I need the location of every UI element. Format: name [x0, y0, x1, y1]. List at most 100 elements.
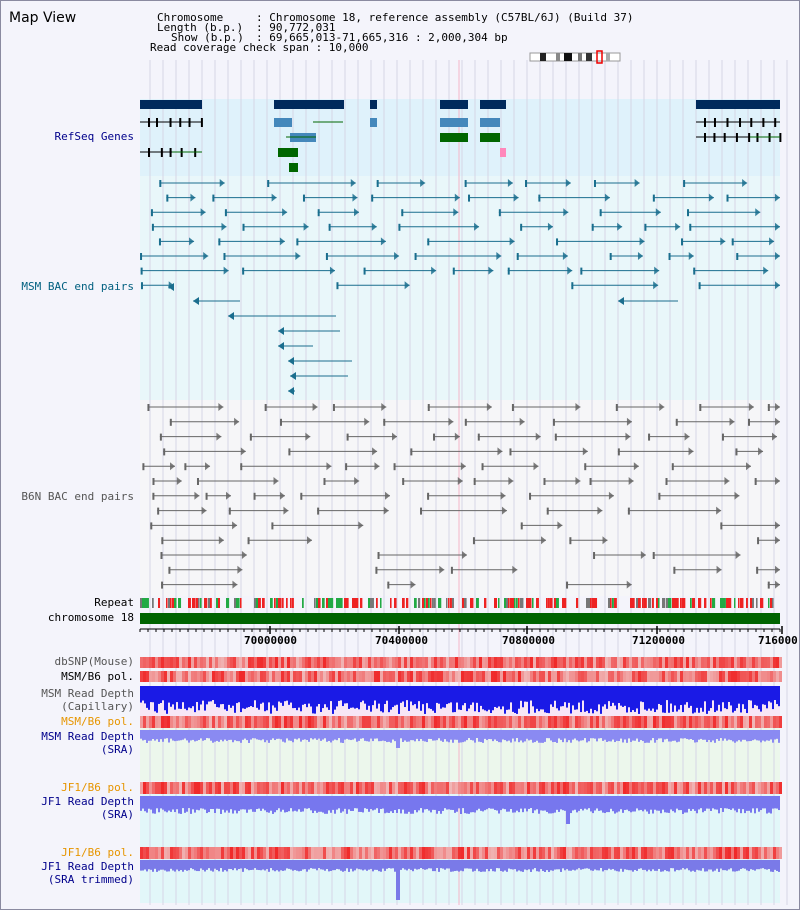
jf1-pol-cell — [389, 782, 392, 794]
jf1-trim-depth-bar — [704, 860, 706, 872]
dbsnp-cell — [224, 657, 227, 668]
axis-tick-label: 70800000 — [502, 634, 555, 647]
dbsnp-cell — [290, 657, 293, 668]
msm-bac-label[interactable]: MSM BAC end pairs — [21, 280, 134, 293]
jf1-read-depth-trim-label[interactable]: JF1 Read Depth — [41, 860, 134, 873]
msm-pol-cell — [419, 671, 422, 682]
msm-pol-cell — [395, 671, 398, 682]
msm-depth-bar — [224, 730, 226, 740]
repeat-mark — [172, 598, 175, 608]
jf1-pol-cell — [191, 782, 194, 794]
msm-pol2-cell — [662, 716, 665, 728]
dbsnp-cell — [311, 657, 314, 668]
dbsnp-cell — [710, 657, 713, 668]
msm-pol-cell — [164, 671, 167, 682]
dbsnp-cell — [470, 657, 473, 668]
dbsnp-cell — [650, 657, 653, 668]
jf1-trim-depth-bar — [184, 860, 186, 870]
cap-depth-bar — [204, 686, 206, 711]
jf1-pol-cell — [254, 782, 257, 794]
refseq-genes-label[interactable]: RefSeq Genes — [54, 130, 134, 143]
repeat-mark — [254, 598, 257, 608]
msm-depth-bar — [458, 730, 460, 743]
msm-depth-bar — [584, 730, 586, 739]
msm-pol-cell — [740, 671, 743, 682]
jf1-pol-cell — [488, 782, 491, 794]
dbsnp-cell — [632, 657, 635, 668]
dbsnp-cell — [443, 657, 446, 668]
msm-bac-pair-end — [556, 238, 559, 246]
jf1-depth-bar — [622, 796, 624, 813]
msm-b6-pol-label-2[interactable]: MSM/B6 pol. — [61, 715, 134, 728]
msm-pol-cell — [755, 671, 758, 682]
cap-depth-bar — [688, 686, 690, 708]
cap-depth-bar — [200, 686, 202, 705]
msm-pol2-cell — [419, 716, 422, 728]
msm-pol-cell — [575, 671, 578, 682]
cap-depth-bar — [348, 686, 350, 709]
jf1-trim-depth-bar — [312, 860, 314, 869]
msm-read-depth-sra-label[interactable]: MSM Read Depth — [41, 730, 134, 743]
msm-pol-cell — [518, 671, 521, 682]
jf1-trim-depth-bar — [552, 860, 554, 871]
msm-depth-bar — [182, 730, 184, 740]
dbsnp-cell — [533, 657, 536, 668]
jf1-depth-bar — [554, 796, 556, 813]
dbsnp-cell — [563, 657, 566, 668]
dbsnp-cell — [704, 657, 707, 668]
jf1-pol-cell — [593, 782, 596, 794]
repeat-mark — [644, 598, 647, 608]
jf1-pol2-cell — [269, 847, 272, 859]
b6n-bac-pair-end — [240, 463, 243, 471]
msm-pol-cell — [476, 671, 479, 682]
b6n-bac-pair-end — [481, 463, 484, 471]
jf1-trim-depth-bar — [370, 860, 372, 869]
jf1-depth-bar — [418, 796, 420, 811]
cap-depth-bar — [576, 686, 578, 710]
jf1-depth-bar — [656, 796, 658, 811]
msm-depth-bar — [776, 730, 778, 739]
jf1-trim-depth-bar — [720, 860, 722, 869]
cap-depth-bar — [670, 686, 672, 704]
jf1-b6-pol-label-2[interactable]: JF1/B6 pol. — [61, 846, 134, 859]
jf1-pol-cell — [581, 782, 584, 794]
msm-pol-cell — [536, 671, 539, 682]
msm-b6-pol-label[interactable]: MSM/B6 pol. — [61, 670, 134, 683]
jf1-depth-bar — [322, 796, 324, 813]
jf1-depth-bar — [350, 796, 352, 811]
b6n-bac-pair-end — [729, 417, 735, 426]
jf1-depth-bar — [766, 796, 768, 814]
cap-depth-bar — [776, 686, 778, 705]
cap-depth-bar — [452, 686, 454, 713]
repeat-mark — [340, 598, 343, 608]
b6n-bac-label[interactable]: B6N BAC end pairs — [21, 490, 134, 503]
jf1-depth-bar — [528, 796, 530, 809]
dbsnp-label[interactable]: dbSNP(Mouse) — [54, 655, 134, 668]
cap-depth-bar — [586, 686, 588, 711]
coverage-span: Read coverage check span : 10,000 — [150, 41, 369, 54]
jf1-pol-cell — [755, 782, 758, 794]
dbsnp-cell — [779, 657, 782, 668]
jf1-pol-cell — [410, 782, 413, 794]
msm-depth-bar — [574, 730, 576, 739]
jf1-depth-bar — [658, 796, 660, 811]
jf1-b6-pol-label[interactable]: JF1/B6 pol. — [61, 781, 134, 794]
msm-pol-cell — [779, 671, 782, 682]
msm-depth-bar — [366, 730, 368, 742]
repeat-mark — [438, 598, 442, 608]
msm-bac-pair-end — [708, 193, 714, 202]
jf1-pol2-cell — [458, 847, 461, 859]
repeat-mark — [666, 598, 669, 608]
msm-read-depth-cap-label[interactable]: MSM Read Depth — [41, 687, 134, 700]
cap-depth-bar — [692, 686, 694, 714]
jf1-trim-depth-bar — [606, 860, 608, 871]
msm-pol-cell — [560, 671, 563, 682]
msm-depth-bar — [572, 730, 574, 740]
b6n-bac-pair-end — [716, 565, 722, 574]
jf1-read-depth-sra-label[interactable]: JF1 Read Depth — [41, 795, 134, 808]
cap-depth-bar — [332, 686, 334, 714]
jf1-trim-depth-bar — [746, 860, 748, 871]
jf1-pol-cell — [212, 782, 215, 794]
jf1-trim-depth-bar — [774, 860, 776, 870]
